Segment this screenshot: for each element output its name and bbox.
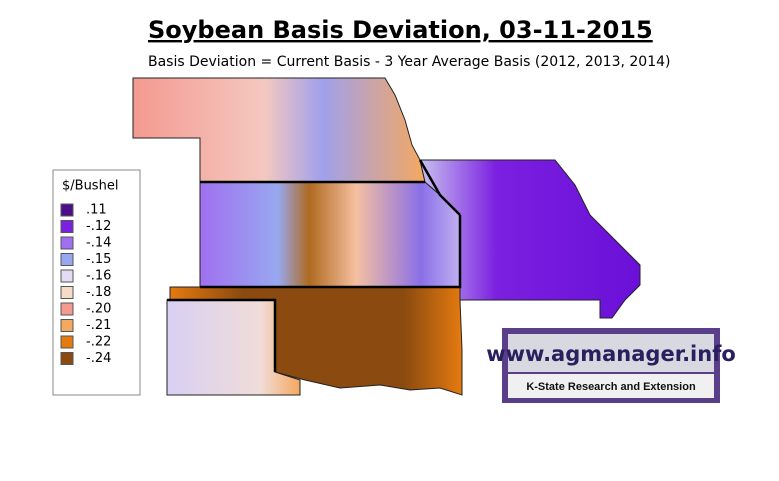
legend-label: -.22 [86,335,111,350]
legend-label: -.24 [86,351,111,366]
legend-title: $/Bushel [62,179,118,194]
nebraska [132,77,426,183]
kansas [199,181,461,288]
title: Soybean Basis Deviation, 03-11-2015 [148,16,653,44]
logo-org-band [508,374,714,398]
states [132,77,641,396]
legend-swatch [60,220,74,233]
legend-items: .11-.12 -.14-.15 -.16-.18 -.20-.21 -.22-.24 [60,203,111,366]
legend-label: -.12 [86,219,111,234]
legend-swatch [60,253,74,266]
legend-label: -.21 [86,318,111,333]
logo-banner [508,334,714,372]
legend-swatch [60,269,74,283]
legend-label: -.14 [86,236,111,251]
legend-swatch [60,302,74,316]
legend-label: -.18 [86,285,111,300]
legend-swatch [60,319,74,332]
legend-swatch [60,335,74,349]
subtitle: Basis Deviation = Current Basis - 3 Year… [148,54,670,70]
state-borders [167,159,462,372]
logo-org: K-State Research and Extension [526,381,696,393]
legend-label: -.20 [86,302,111,317]
logo-url: www.agmanager.info [486,342,736,366]
legend-swatch [60,352,74,365]
legend-swatch [60,286,74,299]
legend-swatch [60,203,74,217]
legend-swatch [60,236,74,250]
legend-label: -.15 [86,252,111,267]
legend-label: .11 [86,203,107,218]
legend-label: -.16 [86,269,111,284]
